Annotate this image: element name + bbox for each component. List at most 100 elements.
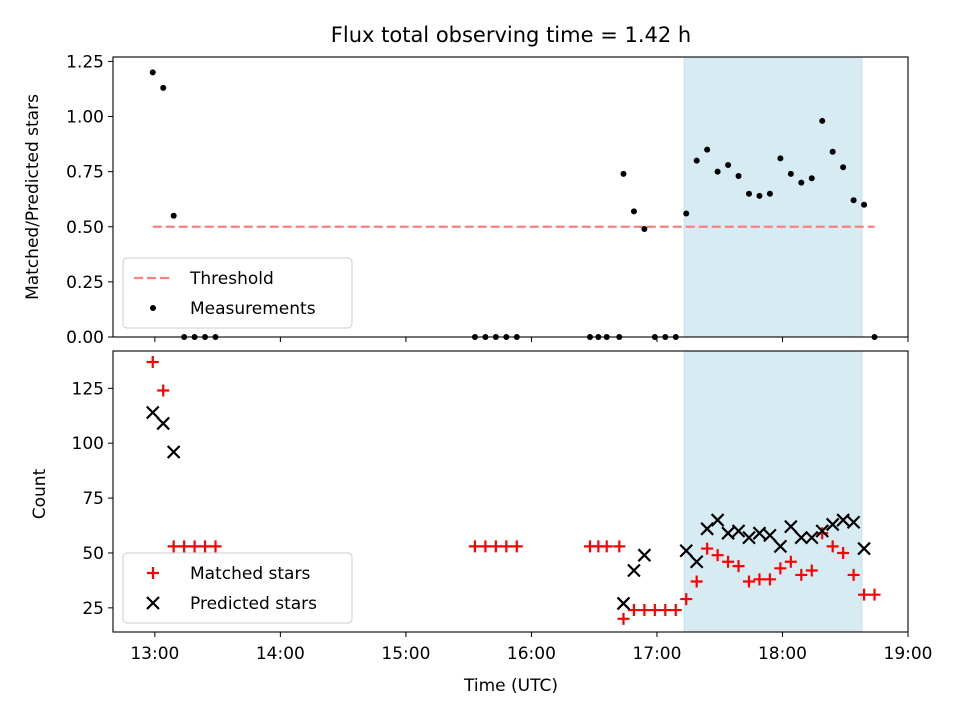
predicted-stars-point — [710, 513, 725, 527]
y-tick-label: 125 — [72, 379, 104, 399]
matched-stars-point — [847, 568, 860, 581]
matched-stars-point — [209, 540, 222, 553]
legend-measurements-swatch — [150, 305, 156, 311]
measurement-point — [149, 69, 156, 76]
measurement-point — [620, 170, 627, 177]
predicted-stars-point — [156, 416, 170, 431]
measurement-point — [735, 173, 742, 180]
predicted-stars-point — [752, 526, 767, 540]
matched-stars-point — [146, 355, 159, 368]
y-tick-label: 1.25 — [66, 52, 104, 72]
y-tick-label: 100 — [72, 434, 104, 454]
matched-stars-point — [489, 540, 502, 553]
matched-stars-point — [600, 540, 613, 553]
measurement-point — [725, 162, 732, 169]
matched-stars-point — [648, 604, 661, 617]
matched-stars-point — [157, 384, 170, 397]
predicted-stars-point — [784, 519, 798, 534]
legend: Matched stars Predicted stars — [122, 552, 353, 624]
y-tick-label: 0.50 — [66, 218, 104, 238]
plot-frame — [112, 350, 909, 633]
y-tick-label: 0.25 — [66, 273, 104, 293]
matched-stars-point — [659, 604, 672, 617]
measurement-point — [630, 208, 637, 215]
x-tick-label: 15:00 — [381, 644, 430, 664]
x-tick-label: 16:00 — [507, 644, 556, 664]
matched-stars-point — [669, 604, 682, 617]
x-tick-label: 17:00 — [632, 644, 681, 664]
predicted-stars-point — [616, 596, 631, 611]
y-tick-label: 25 — [82, 599, 104, 619]
matched-stars-point — [826, 540, 839, 553]
y-tick-label: 0.00 — [66, 328, 104, 348]
chart-title: Flux total observing time = 1.42 h — [331, 23, 691, 47]
matched-stars-point — [167, 540, 180, 553]
measurement-point — [704, 146, 711, 153]
x-tick-label: 19:00 — [884, 644, 933, 664]
y-tick-label: 75 — [82, 489, 104, 509]
matched-stars-point — [500, 540, 513, 553]
legend-label: Threshold — [189, 269, 274, 289]
measurement-point — [756, 192, 763, 199]
predicted-stars-point — [857, 541, 871, 556]
y-tick-label: 50 — [82, 544, 104, 564]
predicted-stars-point — [679, 543, 694, 558]
matched-stars-point — [711, 549, 724, 562]
predicted-stars-point — [731, 524, 746, 538]
matched-stars-point — [178, 540, 191, 553]
bottom-y-axis-label: Count — [30, 468, 50, 519]
matched-stars-point — [638, 604, 651, 617]
top-panel: 0.00 0.25 0.50 0.75 1.00 1.25 Threshold Measure… — [66, 52, 909, 348]
measurement-point — [746, 190, 752, 197]
predicted-stars-point — [815, 524, 830, 538]
predicted-stars-point — [689, 554, 704, 569]
measurement-point — [798, 179, 805, 186]
matched-stars-point — [816, 527, 829, 540]
legend-label: Measurements — [190, 299, 316, 319]
x-tick-label: 13:00 — [130, 644, 179, 664]
legend-label: Matched stars — [190, 564, 310, 584]
top-y-axis-label: Matched/Predicted stars — [23, 94, 43, 300]
matched-stars-point — [774, 562, 787, 575]
predicted-stars-point — [700, 522, 714, 536]
matched-stars-point — [763, 573, 776, 586]
matched-stars-point — [468, 540, 481, 553]
measurement-point — [641, 225, 648, 232]
predicted-stars-point — [794, 530, 809, 545]
matched-stars-point — [627, 604, 640, 617]
matched-stars-point — [680, 593, 693, 606]
legend-matched-swatch — [147, 567, 159, 579]
y-tick-label: 0.75 — [66, 163, 104, 183]
measurement-point — [693, 157, 700, 164]
matched-stars-point — [510, 540, 523, 553]
matched-stars-point — [613, 540, 626, 553]
matched-stars-point — [753, 573, 766, 586]
x-axis-label: Time (UTC) — [463, 676, 558, 696]
measurement-point — [766, 190, 773, 197]
matched-stars-point — [690, 575, 703, 588]
bottom-panel: 25 50 75 100 125 13:00 14:00 15:00 16:00 17:00 18:… — [72, 350, 933, 664]
predicted-stars-point — [627, 563, 641, 578]
measurement-point — [160, 84, 167, 91]
measurement-point — [819, 117, 826, 124]
legend-box — [122, 257, 353, 329]
plot-frame — [112, 56, 909, 338]
predicted-stars-point — [145, 405, 160, 420]
matched-stars-point — [743, 575, 755, 588]
matched-stars-point — [795, 568, 808, 581]
matched-stars-point — [479, 540, 492, 553]
measurement-point — [777, 155, 784, 162]
matched-stars-point — [199, 540, 212, 553]
matched-stars-point — [188, 540, 201, 553]
matched-stars-point — [722, 555, 735, 568]
legend: Threshold Measurements — [122, 257, 353, 329]
predicted-stars-point — [721, 526, 735, 540]
x-tick-label: 14:00 — [256, 644, 305, 664]
matched-stars-point — [617, 612, 630, 625]
measurement-point — [714, 168, 721, 175]
y-tick-label: 1.00 — [66, 108, 104, 128]
highlight-span — [683, 350, 863, 633]
measurement-point — [850, 197, 857, 204]
predicted-stars-point — [637, 548, 652, 562]
